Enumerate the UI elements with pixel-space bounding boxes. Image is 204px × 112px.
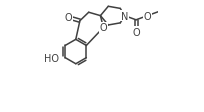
Text: N: N (121, 12, 128, 21)
Text: HO: HO (44, 53, 59, 63)
Text: O: O (64, 13, 72, 23)
Text: O: O (144, 12, 151, 21)
Text: O: O (100, 23, 107, 33)
Text: O: O (132, 28, 140, 38)
